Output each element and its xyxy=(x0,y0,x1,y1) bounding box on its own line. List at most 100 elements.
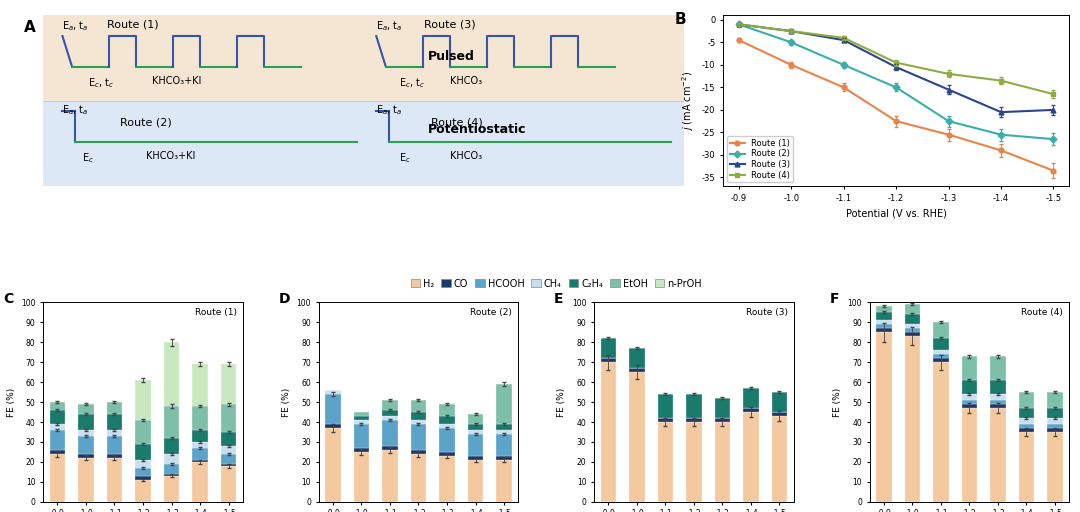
Text: E$_c$: E$_c$ xyxy=(399,152,410,165)
Route (4) xyxy=(890,59,903,66)
Bar xyxy=(107,402,122,414)
Y-axis label: FE (%): FE (%) xyxy=(282,388,291,417)
Route (2) xyxy=(1047,136,1059,142)
Text: E$_c$, t$_c$: E$_c$, t$_c$ xyxy=(89,76,114,90)
Bar xyxy=(496,384,512,424)
Route (4) xyxy=(942,71,955,77)
Route (4) xyxy=(785,28,798,34)
Route (3) xyxy=(942,87,955,93)
Bar xyxy=(410,420,427,424)
Text: Route (4): Route (4) xyxy=(1022,308,1063,317)
Text: Route (3): Route (3) xyxy=(424,20,476,30)
Route (2) xyxy=(732,22,745,28)
Bar xyxy=(440,424,455,428)
Bar xyxy=(50,402,65,410)
Bar xyxy=(192,460,207,462)
Bar xyxy=(876,306,892,312)
Text: Potentiostatic: Potentiostatic xyxy=(428,123,526,137)
Bar xyxy=(629,348,645,368)
Route (2) xyxy=(785,39,798,46)
Bar xyxy=(78,454,94,458)
Bar xyxy=(743,408,759,412)
Bar xyxy=(50,424,65,430)
Bar xyxy=(440,404,455,416)
Bar xyxy=(876,321,892,324)
Text: F: F xyxy=(829,292,839,306)
Bar xyxy=(107,436,122,454)
Bar xyxy=(905,304,920,314)
Line: Route (2): Route (2) xyxy=(737,22,1056,142)
Bar xyxy=(78,414,94,430)
Bar xyxy=(1048,418,1063,424)
Text: KHCO₃+KI: KHCO₃+KI xyxy=(146,152,195,161)
Bar xyxy=(876,312,892,321)
Bar xyxy=(876,328,892,332)
Route (1) xyxy=(732,37,745,43)
Bar xyxy=(468,430,484,434)
Bar xyxy=(961,356,977,380)
Text: E$_c$, t$_c$: E$_c$, t$_c$ xyxy=(399,76,424,90)
Bar xyxy=(50,450,65,454)
Bar xyxy=(220,404,237,432)
Line: Route (1): Route (1) xyxy=(737,38,1056,173)
Line: Route (3): Route (3) xyxy=(737,22,1056,115)
Text: D: D xyxy=(279,292,291,306)
Text: E$_a$, t$_a$: E$_a$, t$_a$ xyxy=(376,103,403,117)
Text: A: A xyxy=(24,20,36,35)
Bar xyxy=(353,448,369,452)
Route (4) xyxy=(1047,91,1059,97)
Bar xyxy=(658,422,673,502)
Bar xyxy=(164,474,179,476)
Bar xyxy=(961,380,977,394)
Bar xyxy=(192,406,207,430)
Bar xyxy=(135,480,151,502)
Text: KHCO₃: KHCO₃ xyxy=(450,76,482,86)
Text: B: B xyxy=(675,12,686,27)
Text: E$_c$: E$_c$ xyxy=(82,152,94,165)
Bar xyxy=(1018,408,1035,418)
Bar xyxy=(658,394,673,418)
Bar xyxy=(43,15,684,101)
Bar xyxy=(468,434,484,456)
Text: Pulsed: Pulsed xyxy=(428,50,474,63)
Bar xyxy=(905,332,920,336)
Bar xyxy=(600,358,617,362)
Bar xyxy=(905,324,920,328)
Bar xyxy=(990,356,1005,380)
Line: Route (4): Route (4) xyxy=(737,22,1056,97)
Bar xyxy=(78,458,94,502)
Bar xyxy=(933,362,948,502)
Text: Route (4): Route (4) xyxy=(431,117,483,127)
Bar xyxy=(220,454,237,464)
Text: KHCO₃: KHCO₃ xyxy=(450,152,482,161)
Bar xyxy=(325,394,341,424)
Route (1) xyxy=(1047,167,1059,174)
Bar xyxy=(715,398,730,418)
Y-axis label: $j$ (mA cm$^{-2}$): $j$ (mA cm$^{-2}$) xyxy=(680,71,697,131)
Bar xyxy=(353,452,369,502)
Bar xyxy=(1048,428,1063,432)
Bar xyxy=(771,412,787,416)
Bar xyxy=(990,380,1005,394)
Bar xyxy=(135,380,151,420)
Bar xyxy=(325,390,341,394)
Bar xyxy=(990,404,1005,408)
Bar xyxy=(382,410,397,416)
Bar xyxy=(629,372,645,502)
Text: Route (1): Route (1) xyxy=(194,308,237,317)
Bar xyxy=(410,450,427,454)
Bar xyxy=(164,464,179,474)
Bar xyxy=(933,338,948,350)
Route (1) xyxy=(995,147,1008,154)
Bar xyxy=(468,460,484,502)
Text: Route (1): Route (1) xyxy=(107,20,159,30)
Bar xyxy=(382,400,397,410)
Bar xyxy=(78,430,94,436)
Route (2) xyxy=(995,132,1008,138)
Text: Route (2): Route (2) xyxy=(471,308,512,317)
Bar xyxy=(1048,408,1063,418)
Bar xyxy=(78,436,94,454)
Bar xyxy=(382,450,397,502)
Route (2) xyxy=(942,118,955,124)
Bar xyxy=(990,394,1005,400)
